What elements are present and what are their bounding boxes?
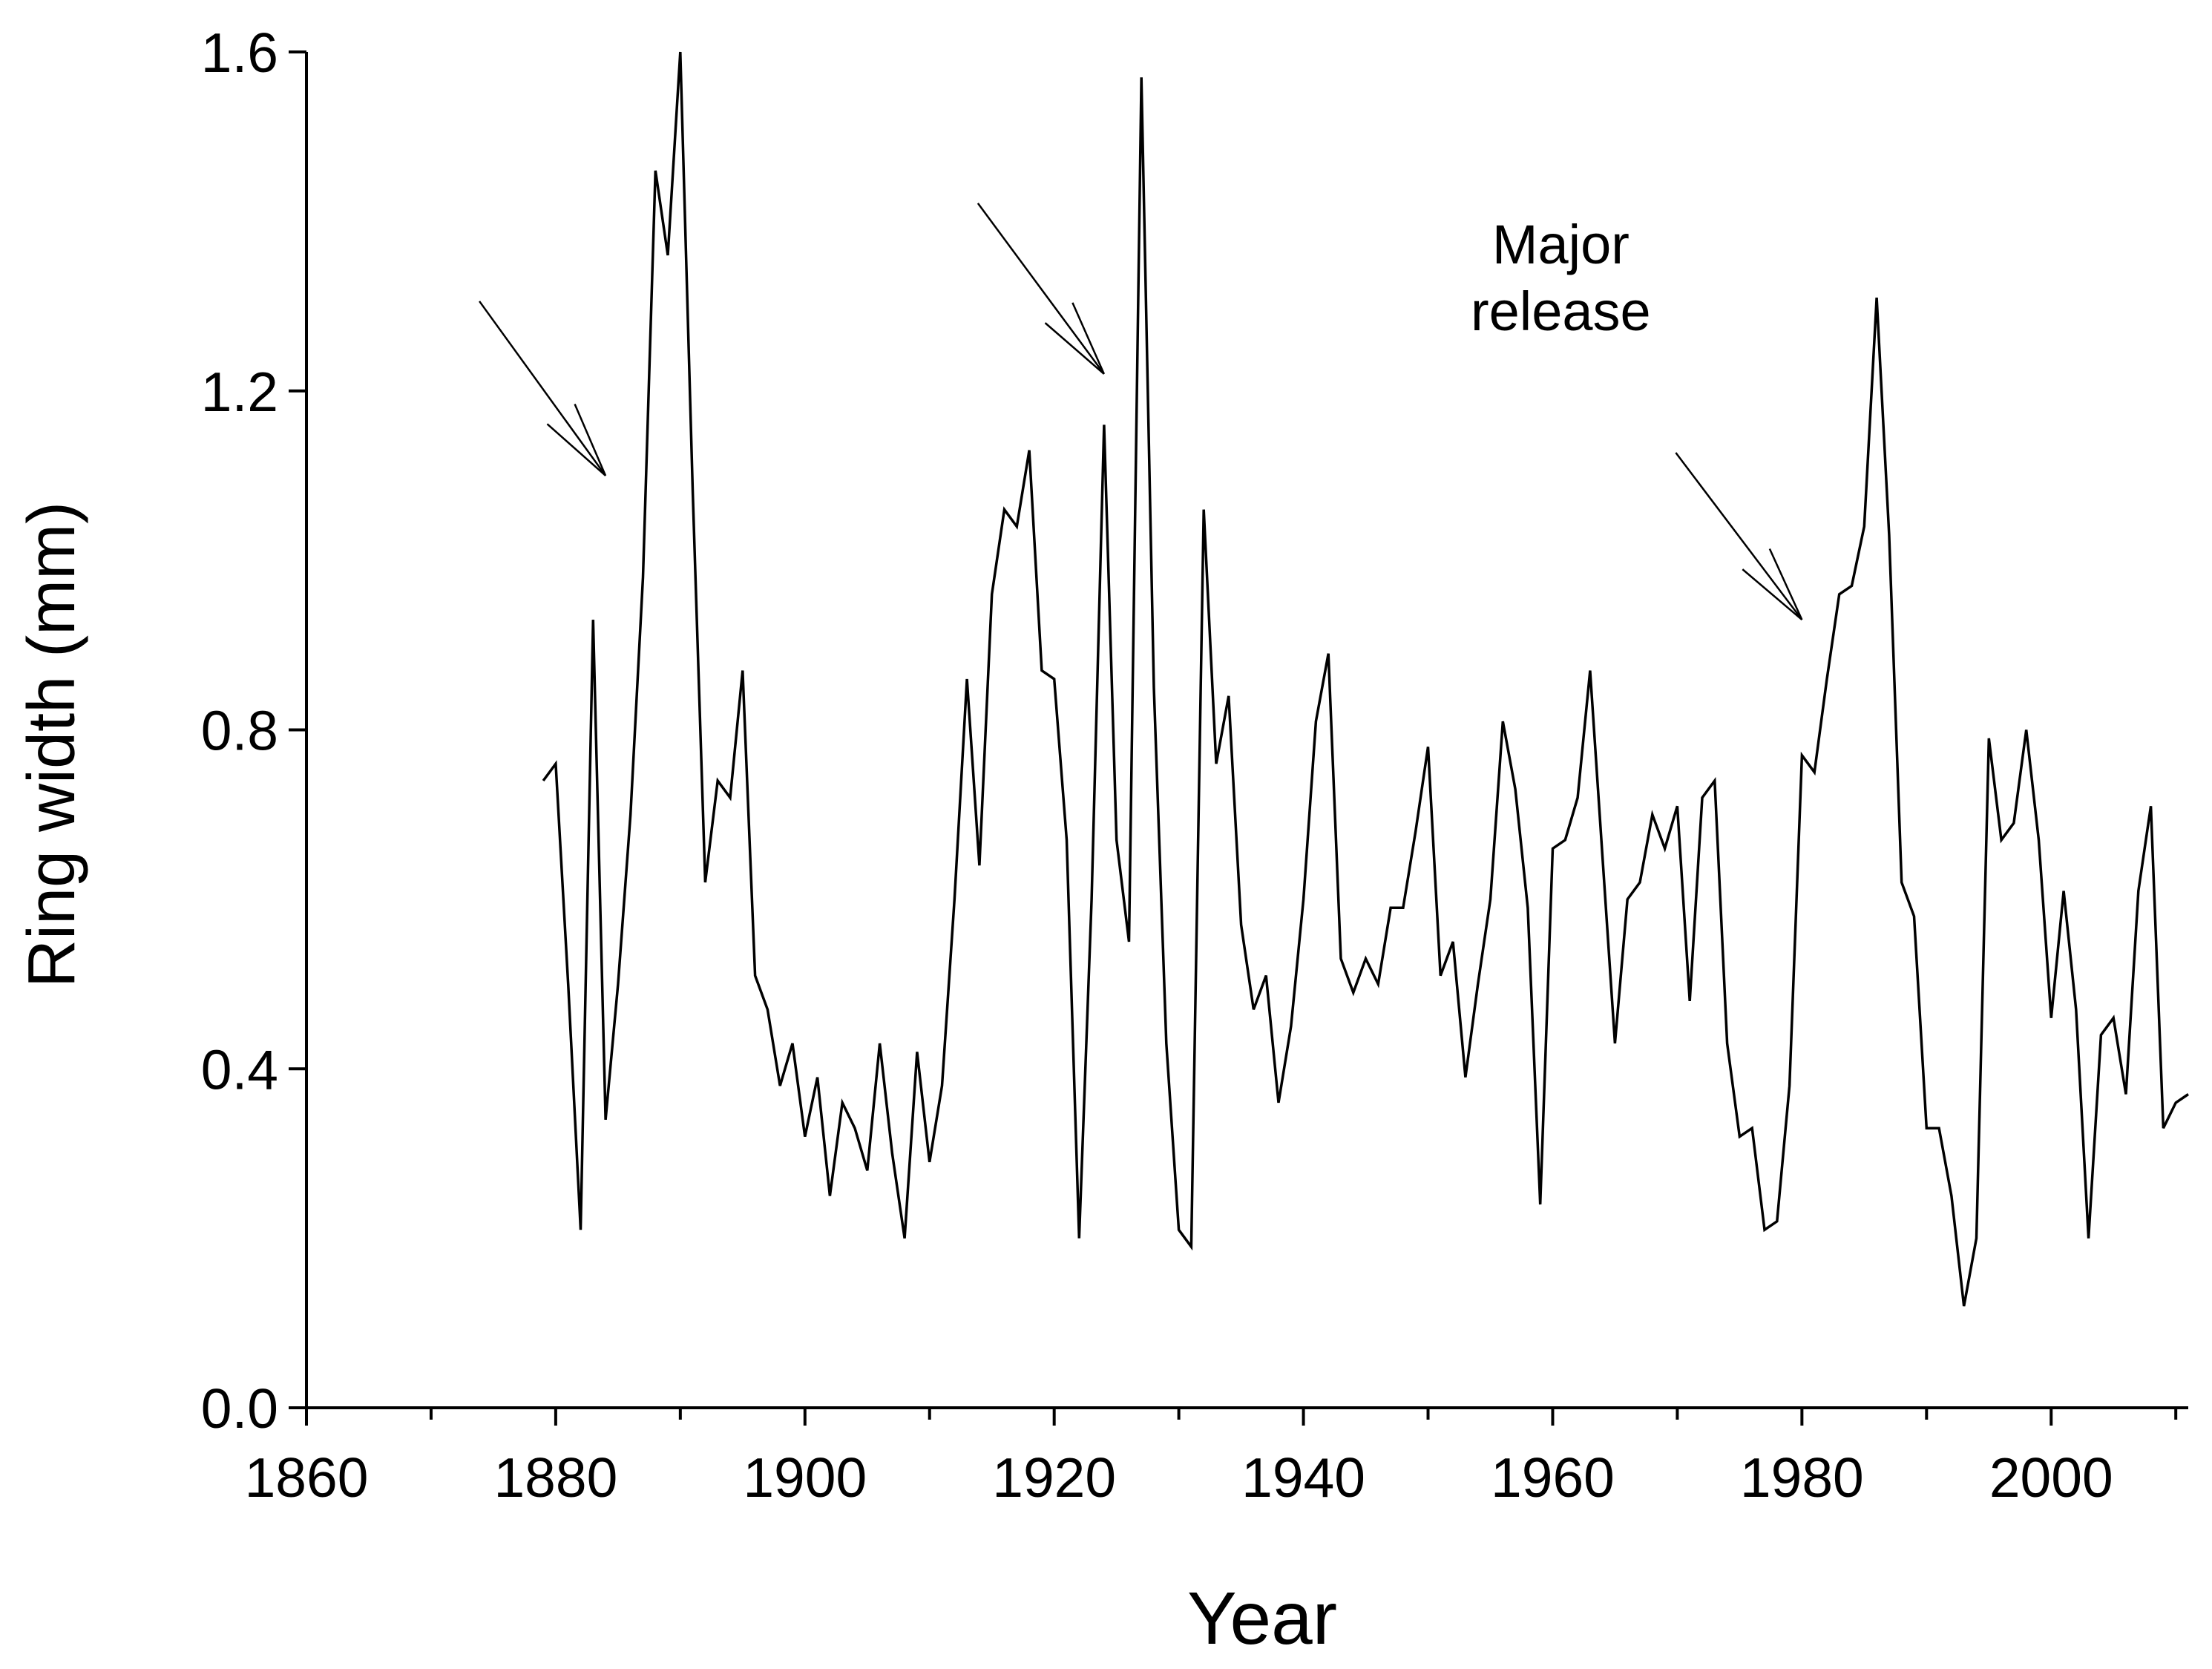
y-tick-label: 0.4: [201, 1038, 278, 1101]
y-tick-label: 1.6: [201, 22, 278, 84]
annotation-arrow-head: [1768, 548, 1803, 620]
series-line-ring-width: [542, 51, 2189, 1307]
annotation-moderate-release: Moderaterelease: [977, 203, 1106, 375]
x-axis-title: Year: [1187, 1577, 1337, 1660]
x-axis-ticks: 1860 1880 1900 1920 1940 1960 1980 2000: [245, 1408, 2178, 1509]
y-tick-label: 0.8: [201, 700, 278, 762]
annotation-arrow-shaft: [1675, 452, 1803, 620]
annotation-arrow-head: [1044, 322, 1105, 375]
annotation-arrow-head: [546, 423, 606, 476]
y-axis-title: Ring width (mm): [15, 502, 89, 988]
x-tick-label: 1880: [493, 1446, 617, 1509]
annotation-gap-origin: Gaporigin: [479, 301, 607, 476]
series-layer: [542, 51, 2189, 1307]
annotation-arrow-head: [1742, 568, 1803, 621]
y-tick-label: 0.0: [201, 1377, 278, 1440]
x-tick-label: 2000: [1989, 1446, 2113, 1509]
x-tick-label: 1860: [245, 1446, 369, 1509]
x-tick-label: 1940: [1241, 1446, 1365, 1509]
x-tick-label: 1960: [1491, 1446, 1615, 1509]
annotation-label: release: [1471, 281, 1651, 342]
y-tick-label: 1.2: [201, 361, 278, 423]
x-tick-label: 1900: [743, 1446, 867, 1509]
x-tick-label: 1920: [992, 1446, 1116, 1509]
y-axis-ticks: 0.0 0.4 0.8 1.2 1.6: [201, 22, 306, 1440]
annotation-arrow-shaft: [977, 203, 1105, 375]
annotation-arrow-head: [574, 403, 607, 476]
annotation-arrow-head: [1071, 302, 1106, 375]
annotation-label: Major: [1492, 214, 1630, 275]
x-tick-label: 1980: [1740, 1446, 1864, 1509]
annotation-arrow-shaft: [479, 301, 607, 476]
axes: 0.0 0.4 0.8 1.2 1.6 1860 1880 1900 1920 1940 1960…: [201, 22, 2188, 1509]
